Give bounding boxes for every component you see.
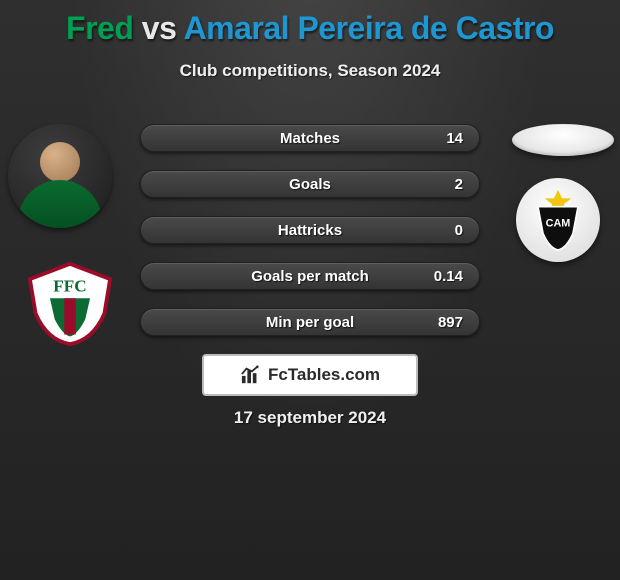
stat-row-matches: Matches 14 xyxy=(140,124,480,152)
stat-row-min-per-goal: Min per goal 897 xyxy=(140,308,480,336)
player1-name: Fred xyxy=(66,10,133,46)
svg-text:FFC: FFC xyxy=(53,277,86,296)
player2-photo-placeholder xyxy=(512,124,614,156)
stat-row-goals-per-match: Goals per match 0.14 xyxy=(140,262,480,290)
stat-row-hattricks: Hattricks 0 xyxy=(140,216,480,244)
atletico-mineiro-crest-icon: CAM xyxy=(523,185,593,255)
stat-right-value: 0.14 xyxy=(418,263,479,289)
stat-right-value: 2 xyxy=(439,171,479,197)
date-label: 17 september 2024 xyxy=(0,408,620,428)
svg-text:CAM: CAM xyxy=(546,218,571,230)
stat-row-goals: Goals 2 xyxy=(140,170,480,198)
brand-link[interactable]: FcTables.com xyxy=(202,354,418,396)
stat-label: Matches xyxy=(141,125,479,151)
player2-club-crest: CAM xyxy=(516,178,600,262)
page-title: Fred vs Amaral Pereira de Castro xyxy=(0,0,620,47)
bar-chart-icon xyxy=(240,365,262,385)
player2-name: Amaral Pereira de Castro xyxy=(184,10,554,46)
player1-club-crest: FFC xyxy=(20,260,120,346)
stat-label: Hattricks xyxy=(141,217,479,243)
stat-right-value: 14 xyxy=(430,125,479,151)
fluminense-crest-icon: FFC xyxy=(20,260,120,346)
player1-photo xyxy=(8,124,112,228)
stat-right-value: 0 xyxy=(439,217,479,243)
stat-right-value: 897 xyxy=(422,309,479,335)
stat-label: Goals xyxy=(141,171,479,197)
vs-label: vs xyxy=(142,10,177,46)
brand-text: FcTables.com xyxy=(268,365,380,385)
subtitle: Club competitions, Season 2024 xyxy=(0,61,620,81)
stats-list: Matches 14 Goals 2 Hattricks 0 Goals per… xyxy=(140,124,480,354)
